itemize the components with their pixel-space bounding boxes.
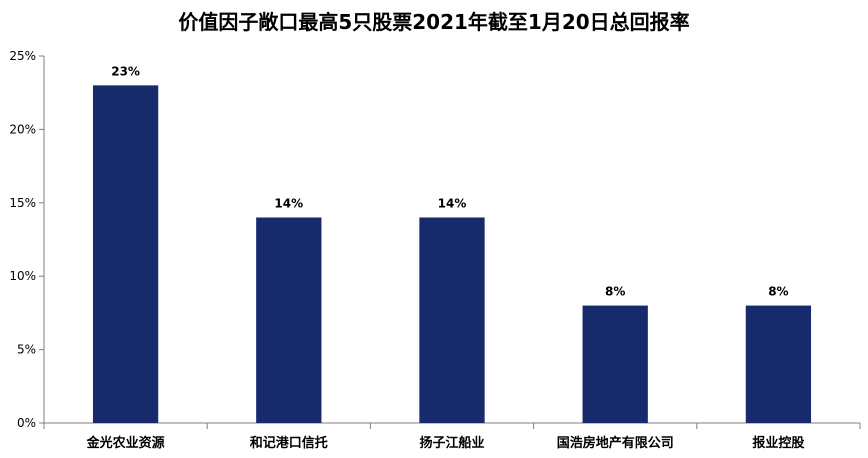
labels: 23% 金光农业资源 14% 和记港口信托 14% 扬子江船业 8% 国浩房地产有限公司 8% 报… [86,64,805,451]
bar [419,217,485,423]
x-category-label: 和记港口信托 [250,435,328,451]
bar [256,217,322,423]
y-tick-label: 15% [9,196,36,210]
bar [582,305,648,423]
chart-title: 价值因子敞口最高5只股票2021年截至1月20日总回报率 [178,10,690,34]
data-label: 8% [768,285,788,299]
y-tick-label: 25% [9,49,36,63]
x-category-label: 扬子江船业 [419,435,484,451]
data-label: 14% [438,196,467,210]
bar [92,85,159,424]
data-label: 8% [605,285,625,299]
data-label: 14% [274,196,303,210]
x-category-label: 国浩房地产有限公司 [557,435,674,451]
bars [92,85,812,424]
y-tick-label: 20% [9,122,36,136]
y-tick-label: 10% [9,269,36,283]
x-category-label: 报业控股 [752,435,804,451]
data-label: 23% [111,64,140,78]
y-tick-label: 5% [17,343,36,357]
bar [745,305,812,423]
y-tick-label: 0% [17,416,36,430]
x-category-label: 金光农业资源 [86,435,165,451]
